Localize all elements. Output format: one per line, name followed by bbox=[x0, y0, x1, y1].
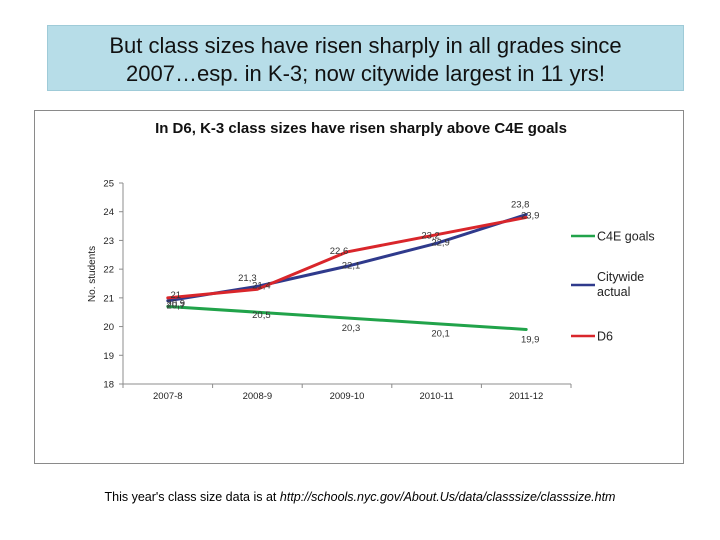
line-chart: In D6, K-3 class sizes have risen sharpl… bbox=[87, 120, 655, 402]
data-label: 21 bbox=[171, 290, 182, 301]
y-tick-label: 24 bbox=[103, 207, 114, 218]
chart-title: In D6, K-3 class sizes have risen sharpl… bbox=[155, 120, 567, 137]
title-box: But class sizes have risen sharply in al… bbox=[47, 25, 684, 91]
data-label: 20,1 bbox=[431, 329, 450, 340]
axes: 18 19 20 21 22 23 24 25 2007-8 2008-9 2009-10 2010-… bbox=[103, 179, 572, 402]
y-tick-label: 20 bbox=[103, 322, 114, 333]
series-line-d6 bbox=[166, 215, 528, 300]
x-tick-label: 2010-11 bbox=[420, 391, 454, 402]
y-tick-label: 22 bbox=[103, 265, 114, 276]
slide-title-line-1: But class sizes have risen sharply in al… bbox=[109, 33, 622, 58]
legend: C4E goals Citywide actual D6 bbox=[571, 230, 655, 344]
series-line-c4e-goals bbox=[166, 304, 528, 331]
footer-text: This year's class size data is at bbox=[104, 490, 277, 504]
data-label: 21,3 bbox=[238, 273, 257, 284]
data-label: 22,6 bbox=[330, 246, 349, 257]
footer: This year's class size data is at http:/… bbox=[0, 490, 720, 504]
legend-label-c4e-goals: C4E goals bbox=[597, 230, 655, 244]
data-label: 22,1 bbox=[342, 260, 361, 271]
y-tick-label: 23 bbox=[103, 236, 114, 247]
data-label: 20,5 bbox=[252, 310, 271, 321]
data-label: 20,3 bbox=[342, 323, 361, 334]
data-label: 23,2 bbox=[421, 231, 440, 242]
data-label: 20,7 bbox=[167, 300, 186, 311]
data-label: 23,9 bbox=[521, 211, 540, 222]
y-axis-label: No. students bbox=[87, 246, 98, 302]
slide-title: But class sizes have risen sharply in al… bbox=[48, 32, 683, 88]
data-label: 20,9 bbox=[167, 299, 186, 310]
legend-label-citywide-actual: Citywide actual bbox=[597, 270, 644, 299]
x-tick-label: 2007-8 bbox=[153, 391, 183, 402]
y-tick-label: 18 bbox=[103, 380, 114, 391]
data-label: 23,8 bbox=[511, 199, 530, 210]
data-labels: 20,7 20,5 20,3 20,1 19,9 20,9 21,4 22,1 22,9 23,9… bbox=[167, 199, 540, 345]
legend-label-d6: D6 bbox=[597, 330, 613, 344]
y-tick-label: 21 bbox=[103, 293, 114, 304]
y-tick-label: 25 bbox=[103, 179, 114, 190]
x-tick-label: 2009-10 bbox=[330, 391, 365, 402]
data-label: 19,9 bbox=[521, 334, 540, 345]
slide-title-line-2: 2007…esp. in K-3; now citywide largest i… bbox=[126, 61, 605, 86]
x-tick-label: 2008-9 bbox=[243, 391, 273, 402]
y-tick-label: 19 bbox=[103, 351, 114, 362]
data-label: 21,4 bbox=[252, 280, 271, 291]
footer-link[interactable]: http://schools.nyc.gov/About.Us/data/cla… bbox=[279, 490, 616, 504]
chart-frame: In D6, K-3 class sizes have risen sharpl… bbox=[34, 110, 684, 464]
series-lines bbox=[166, 213, 528, 331]
data-label: 22,9 bbox=[431, 237, 450, 248]
x-tick-label: 2011-12 bbox=[509, 391, 543, 402]
